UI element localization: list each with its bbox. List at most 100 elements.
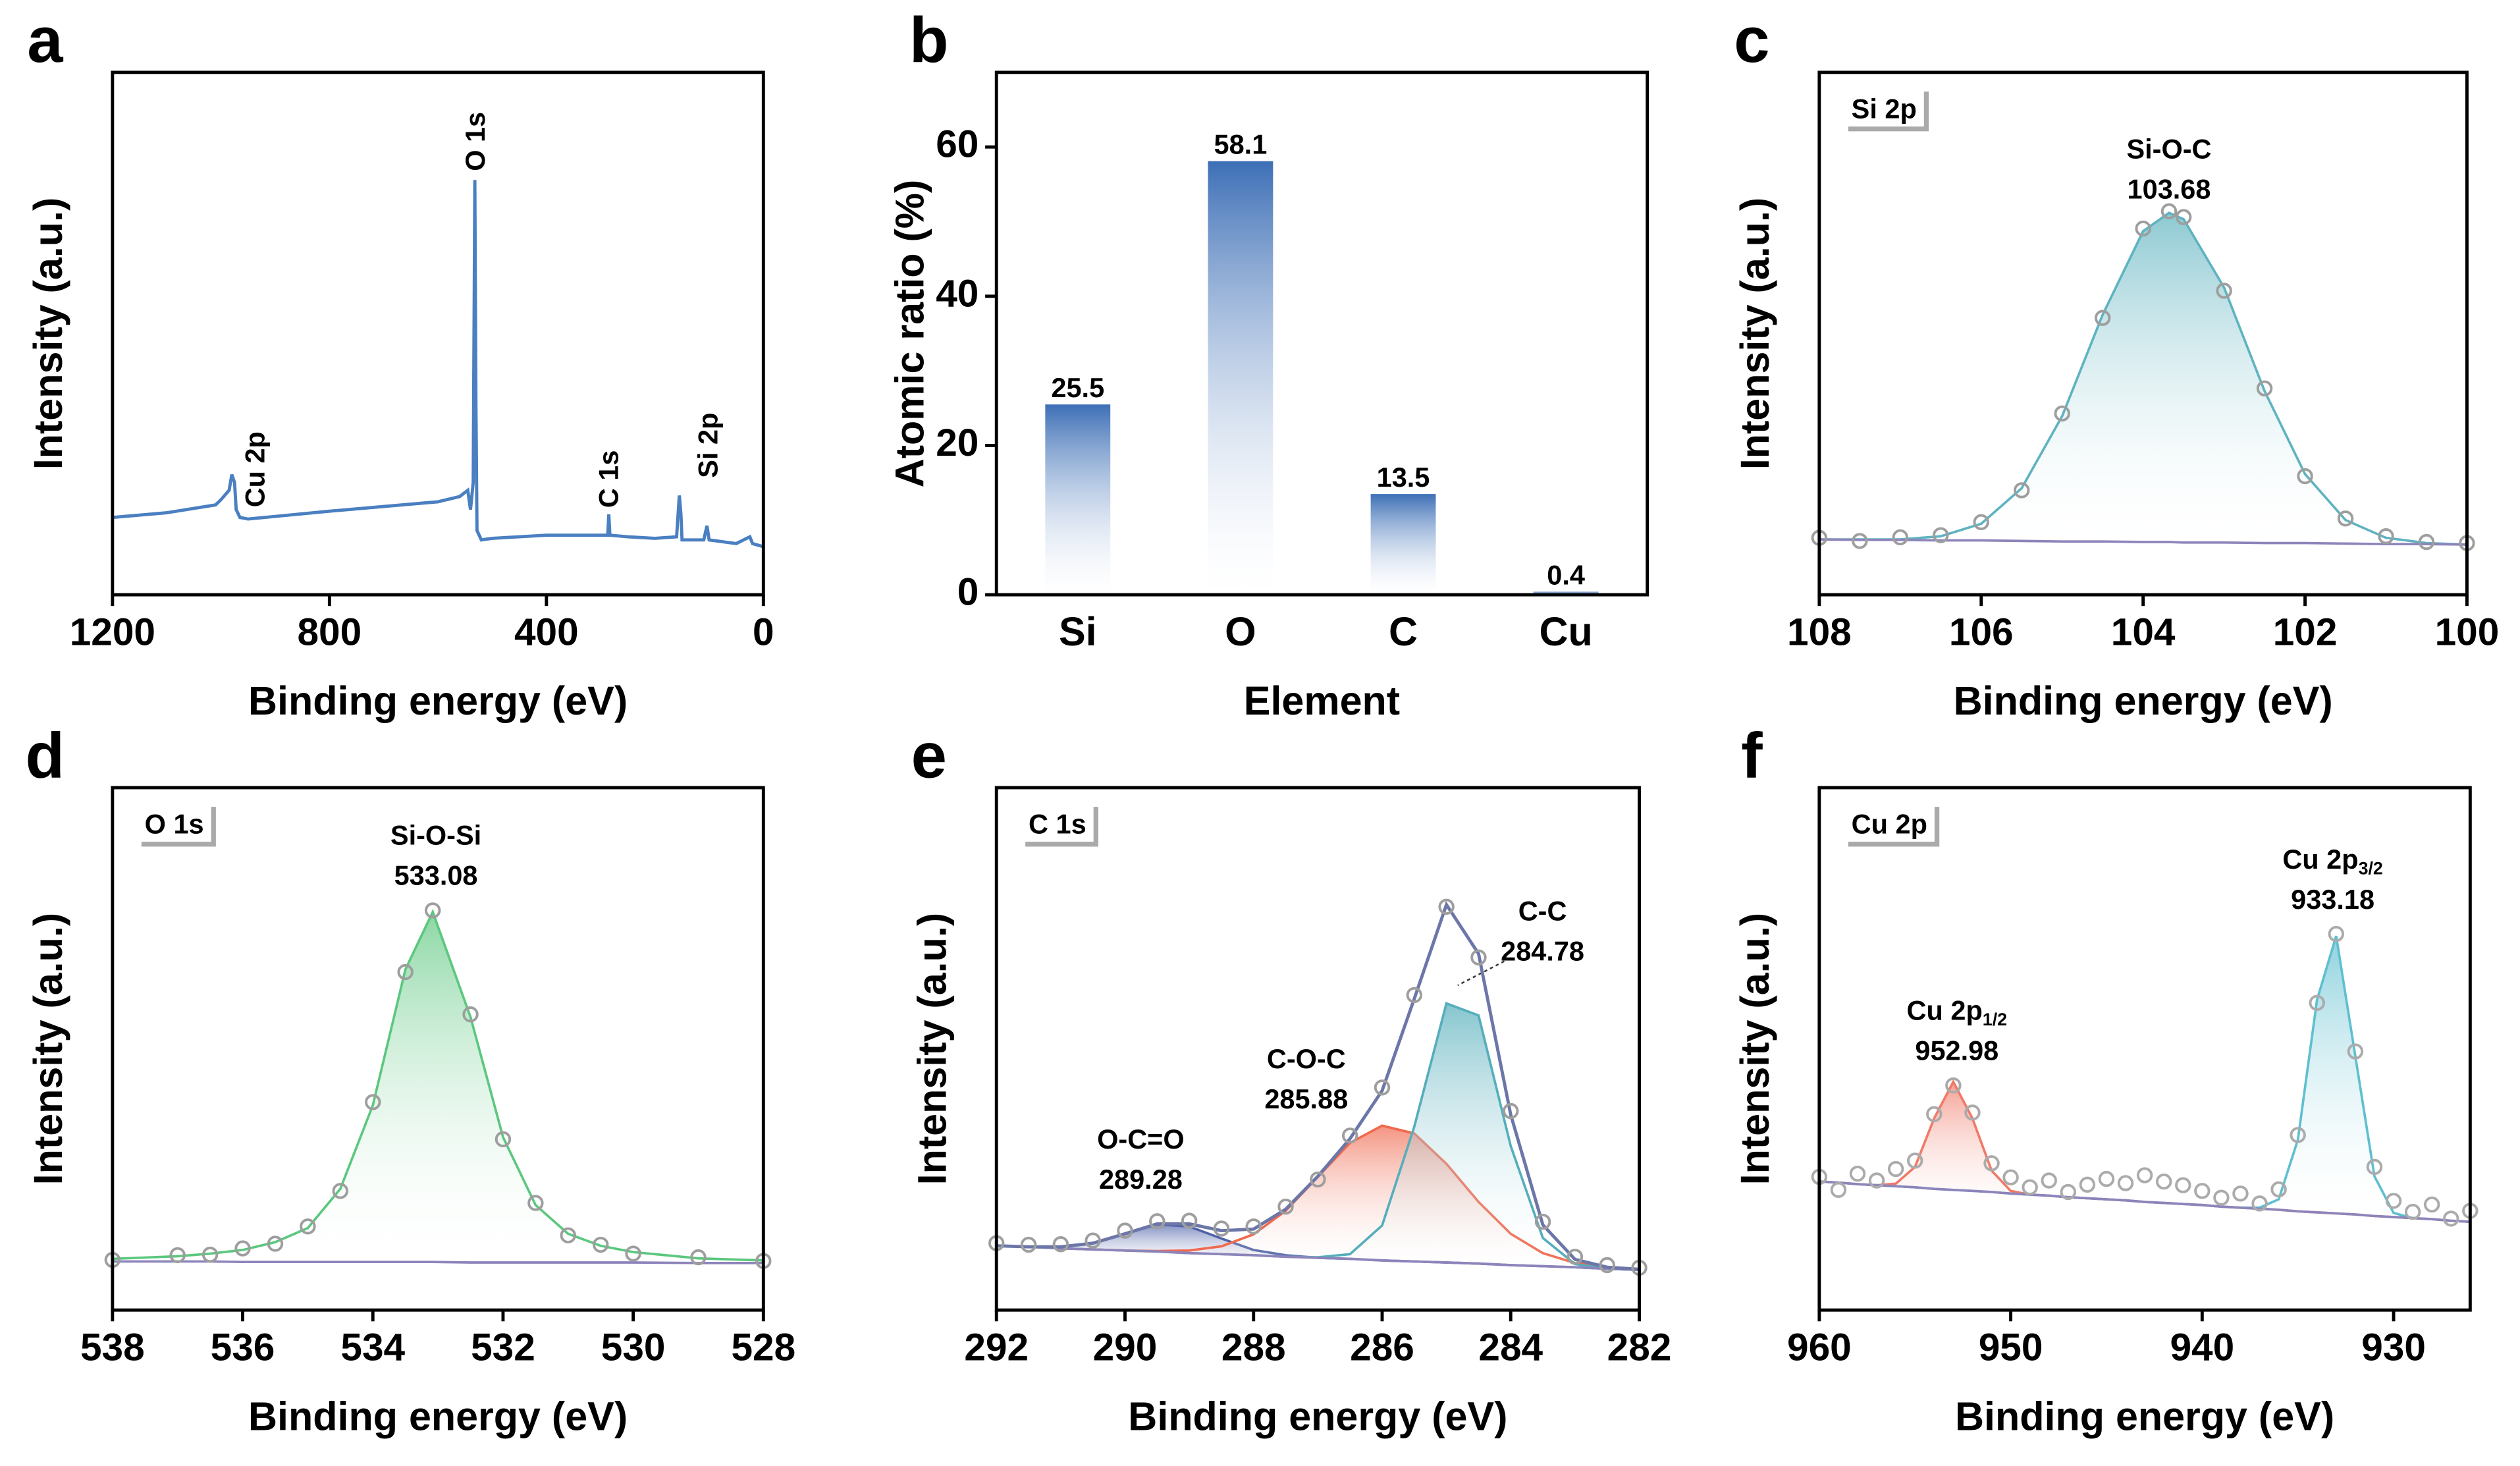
data-point bbox=[527, 1195, 544, 1211]
spectrum-label: O 1s bbox=[145, 809, 204, 840]
data-point bbox=[2337, 510, 2354, 527]
data-point bbox=[2232, 1185, 2249, 1202]
data-point bbox=[690, 1249, 707, 1266]
y-axis-label: Atomic ratio (%) bbox=[887, 180, 932, 488]
peak-name-text: Cu 2p bbox=[2282, 844, 2358, 875]
peak-name: C-C bbox=[1518, 895, 1567, 926]
data-point bbox=[1892, 529, 1909, 546]
label-bracket bbox=[141, 807, 216, 847]
peak-fill bbox=[1819, 936, 2471, 1222]
x-tick-label: 528 bbox=[731, 1326, 795, 1369]
data-point bbox=[1470, 949, 1487, 965]
baseline bbox=[1819, 538, 2467, 546]
spectrum-label: Si 2p bbox=[1852, 93, 1917, 124]
label-bracket bbox=[1848, 91, 1929, 132]
data-point bbox=[1567, 1249, 1584, 1265]
baseline bbox=[112, 1260, 764, 1264]
plot-frame bbox=[1817, 70, 2469, 597]
y-tick-label: 40 bbox=[936, 272, 979, 315]
x-tick-label: 282 bbox=[1607, 1326, 1672, 1369]
peak-fill bbox=[1819, 1081, 2471, 1222]
peak-name: Cu 2p3/2 bbox=[2282, 844, 2383, 878]
data-point bbox=[1438, 898, 1455, 915]
x-tick-label: 292 bbox=[964, 1326, 1029, 1369]
data-point bbox=[1983, 1155, 2000, 1172]
x-tick-label: 536 bbox=[211, 1326, 275, 1369]
panel-letter: b bbox=[909, 4, 949, 76]
peak-position: 933.18 bbox=[2291, 884, 2374, 915]
panel-letter: a bbox=[27, 4, 63, 76]
data-point bbox=[2175, 209, 2192, 225]
peak-name-text: C-C bbox=[1518, 895, 1567, 926]
peak-name-text: Cu 2p bbox=[1907, 995, 1983, 1026]
x-tick-label: 100 bbox=[2435, 611, 2500, 654]
data-point bbox=[2378, 528, 2394, 545]
data-point bbox=[1213, 1220, 1230, 1237]
x-tick-label: 1200 bbox=[70, 611, 155, 654]
data-point bbox=[1181, 1212, 1198, 1229]
x-tick-label: 288 bbox=[1221, 1326, 1286, 1369]
peak-position: 952.98 bbox=[1915, 1035, 1998, 1066]
data-point bbox=[2002, 1169, 2019, 1185]
data-point bbox=[2328, 925, 2345, 942]
data-point bbox=[1933, 527, 1949, 543]
x-tick-label: 284 bbox=[1478, 1326, 1543, 1369]
data-point bbox=[2418, 533, 2435, 551]
x-tick-label: 102 bbox=[2273, 611, 2338, 654]
data-point bbox=[625, 1245, 641, 1262]
data-point bbox=[2098, 1170, 2115, 1187]
peak-name-text: Si-O-Si bbox=[390, 820, 481, 851]
data-point bbox=[1149, 1213, 1166, 1230]
peak-name-sub: 3/2 bbox=[2359, 859, 2383, 879]
data-point bbox=[2290, 1127, 2306, 1143]
data-point bbox=[2054, 405, 2070, 422]
data-point bbox=[2270, 1181, 2287, 1198]
data-point bbox=[365, 1094, 381, 1110]
data-point bbox=[1406, 987, 1423, 1004]
x-tick-label: 534 bbox=[340, 1326, 405, 1369]
x-axis-label: Binding energy (eV) bbox=[1955, 1394, 2334, 1438]
data-point bbox=[300, 1218, 316, 1235]
value-label: 25.5 bbox=[1051, 372, 1104, 403]
x-axis-label: Element bbox=[1244, 678, 1400, 723]
data-point bbox=[2366, 1158, 2383, 1176]
plot-frame bbox=[111, 786, 765, 1312]
x-tick-label: 950 bbox=[1979, 1326, 2043, 1369]
data-point bbox=[2213, 1189, 2230, 1206]
panel-letter: d bbox=[26, 719, 65, 791]
data-point bbox=[2079, 1176, 2096, 1193]
baseline bbox=[1819, 1180, 2471, 1223]
peak-name-sub: 1/2 bbox=[1983, 1010, 2007, 1029]
data-point bbox=[1926, 1106, 1943, 1122]
data-point bbox=[1374, 1079, 1391, 1096]
peak-fill bbox=[1819, 213, 2467, 545]
peak-name: Si-O-C bbox=[2126, 133, 2211, 164]
data-point bbox=[2022, 1179, 2038, 1196]
data-point bbox=[424, 902, 441, 919]
data-point bbox=[1052, 1236, 1069, 1253]
panel-letter: f bbox=[1741, 719, 1763, 791]
data-point bbox=[169, 1247, 186, 1264]
data-point bbox=[332, 1183, 349, 1199]
peak-name-text: Si-O-C bbox=[2126, 133, 2211, 164]
data-point bbox=[267, 1235, 284, 1252]
x-tick-label: 940 bbox=[2170, 1326, 2234, 1369]
data-point bbox=[1310, 1171, 1326, 1188]
data-point bbox=[1117, 1222, 1133, 1239]
data-point bbox=[2135, 220, 2151, 237]
x-tick-label: 286 bbox=[1350, 1326, 1414, 1369]
y-axis-label: Intensity (a.u.) bbox=[26, 913, 70, 1185]
y-axis-label: Intensity (a.u.) bbox=[910, 913, 955, 1185]
data-point bbox=[1245, 1218, 1262, 1235]
x-tick-label: C bbox=[1389, 609, 1418, 654]
x-axis-label: Binding energy (eV) bbox=[1128, 1394, 1507, 1438]
x-tick-label: 960 bbox=[1787, 1326, 1852, 1369]
spectrum-label: Cu 2p bbox=[1852, 809, 1927, 840]
data-point bbox=[560, 1227, 576, 1243]
peak-fill bbox=[112, 911, 764, 1263]
data-point bbox=[1503, 1102, 1519, 1120]
x-axis-label: Binding energy (eV) bbox=[248, 1394, 628, 1438]
peak-position: 285.88 bbox=[1264, 1083, 1348, 1114]
peak-annotation: Si 2p bbox=[693, 413, 724, 478]
